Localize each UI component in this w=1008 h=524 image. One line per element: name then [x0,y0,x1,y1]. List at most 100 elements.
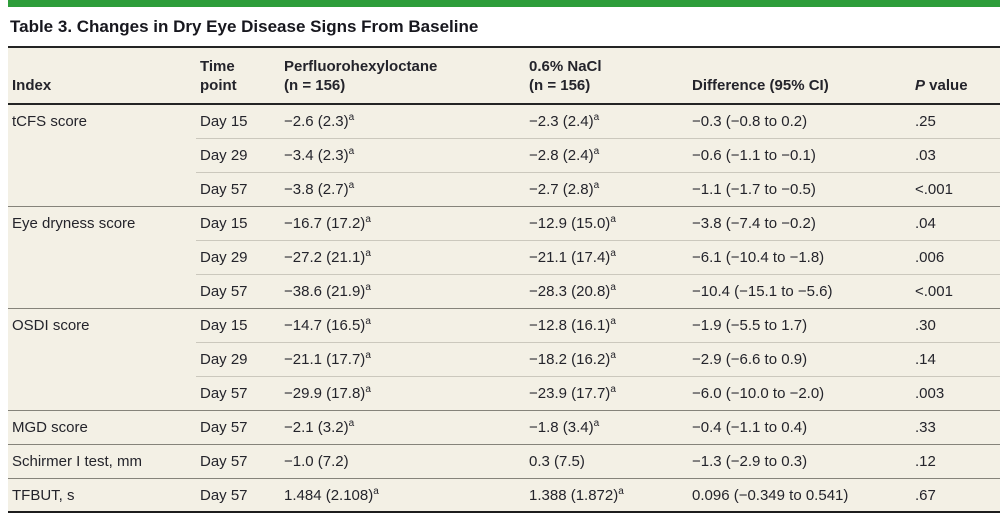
cell-p-value: .30 [911,307,1000,343]
cell-difference: −3.8 (−7.4 to −0.2) [688,205,911,241]
cell-time-point: Day 29 [196,137,280,173]
column-header-label: P value [915,77,968,95]
footnote-marker-a: a [593,417,600,429]
column-header-label: Difference (95% CI) [692,77,829,95]
table-header: Index Time point Perfluorohexyloctane (n… [8,45,1000,106]
table-row: Day 29 −21.1 (17.7)a −18.2 (16.2)a −2.9 (−6… [8,341,1000,377]
footnote-marker-a: a [593,145,600,157]
cell-p-value: .67 [911,477,1000,513]
table-row: Day 29 −27.2 (21.1)a −21.1 (17.4)a −6.1 (−1… [8,239,1000,275]
cell-nacl: −12.8 (16.1)a [525,307,688,343]
cell-difference: 0.096 (−0.349 to 0.541) [688,477,911,513]
table-row: Day 29 −3.4 (2.3)a −2.8 (2.4)a −0.6 (−1.1 t… [8,137,1000,173]
cell-p-value: .03 [911,137,1000,173]
cell-pfho: −3.8 (2.7)a [280,171,525,207]
cell-time-point: Day 57 [196,375,280,411]
cell-p-value: .33 [911,409,1000,445]
cell-nacl: 0.3 (7.5) [525,443,688,479]
cell-p-value: .003 [911,375,1000,411]
cell-pfho: −38.6 (21.9)a [280,273,525,309]
cell-pfho: −1.0 (7.2) [280,443,525,479]
footnote-marker-a: a [365,247,371,259]
footnote-marker-a: a [610,247,616,259]
table-row: Eye dryness score Day 15 −16.7 (17.2)a −12.… [8,205,1000,241]
cell-difference: −6.0 (−10.0 to −2.0) [688,375,911,411]
table-row: Day 57 −38.6 (21.9)a −28.3 (20.8)a −10.4 (−… [8,273,1000,309]
column-header-label: Time point [200,58,237,95]
footnote-marker-a: a [365,213,371,225]
footnote-marker-a: a [593,179,600,191]
cell-index [8,172,196,206]
cell-time-point: Day 57 [196,409,280,445]
footnote-marker-a: a [348,112,355,124]
cell-p-value: .006 [911,239,1000,275]
cell-difference: −1.9 (−5.5 to 1.7) [688,307,911,343]
footnote-marker-a: a [610,315,616,327]
cell-index [8,274,196,308]
cell-index: TFBUT, s [8,477,196,513]
footnote-marker-a: a [610,281,616,293]
cell-time-point: Day 15 [196,205,280,241]
cell-time-point: Day 29 [196,341,280,377]
footnote-marker-a: a [365,281,371,293]
cell-time-point: Day 29 [196,239,280,275]
cell-time-point: Day 57 [196,171,280,207]
footnote-marker-a: a [365,315,371,327]
column-header-pfho: Perfluorohexyloctane (n = 156) [280,45,525,106]
cell-pfho: −21.1 (17.7)a [280,341,525,377]
column-header-nacl: 0.6% NaCl (n = 156) [525,45,688,106]
footnote-marker-a: a [373,485,379,497]
cell-nacl: −18.2 (16.2)a [525,341,688,377]
table-row: OSDI score Day 15 −14.7 (16.5)a −12.8 (16.1… [8,307,1000,343]
cell-index [8,138,196,172]
cell-time-point: Day 57 [196,273,280,309]
footnote-marker-a: a [610,213,616,225]
footnote-marker-a: a [610,349,616,361]
column-header-difference: Difference (95% CI) [688,45,911,106]
cell-difference: −0.4 (−1.1 to 0.4) [688,409,911,445]
cell-p-value: .14 [911,341,1000,377]
table-row: Day 57 −3.8 (2.7)a −2.7 (2.8)a −1.1 (−1.7 t… [8,171,1000,207]
cell-index: tCFS score [8,103,196,139]
cell-pfho: 1.484 (2.108)a [280,477,525,513]
cell-nacl: −23.9 (17.7)a [525,375,688,411]
footnote-marker-a: a [348,145,355,157]
cell-time-point: Day 57 [196,477,280,513]
cell-nacl: −12.9 (15.0)a [525,205,688,241]
cell-pfho: −2.1 (3.2)a [280,409,525,445]
column-header-index: Index [8,45,196,106]
cell-nacl: −2.7 (2.8)a [525,171,688,207]
cell-difference: −1.1 (−1.7 to −0.5) [688,171,911,207]
cell-index: Eye dryness score [8,205,196,241]
cell-nacl: 1.388 (1.872)a [525,477,688,513]
cell-index [8,342,196,376]
column-header-label: Index [12,77,52,95]
footnote-marker-a: a [365,349,371,361]
footnote-marker-a: a [593,112,600,124]
cell-index: OSDI score [8,307,196,343]
cell-difference: −2.9 (−6.6 to 0.9) [688,341,911,377]
table-row: Day 57 −29.9 (17.8)a −23.9 (17.7)a −6.0 (−1… [8,375,1000,411]
table-row: Schirmer I test, mm Day 57 −1.0 (7.2) 0.3 (… [8,443,1000,479]
cell-pfho: −14.7 (16.5)a [280,307,525,343]
footnote-marker-a: a [348,417,355,429]
cell-p-value: <.001 [911,171,1000,207]
column-header-label: 0.6% NaCl (n = 156) [529,58,602,95]
cell-p-value: .04 [911,205,1000,241]
cell-p-value: <.001 [911,273,1000,309]
cell-difference: −10.4 (−15.1 to −5.6) [688,273,911,309]
table-body: tCFS score Day 15 −2.6 (2.3)a −2.3 (2.4)a −0… [8,103,1000,513]
cell-pfho: −29.9 (17.8)a [280,375,525,411]
data-table: Index Time point Perfluorohexyloctane (n… [8,45,1000,514]
table-row: tCFS score Day 15 −2.6 (2.3)a −2.3 (2.4)a −0… [8,103,1000,139]
cell-pfho: −27.2 (21.1)a [280,239,525,275]
cell-nacl: −28.3 (20.8)a [525,273,688,309]
cell-difference: −0.6 (−1.1 to −0.1) [688,137,911,173]
cell-time-point: Day 57 [196,443,280,479]
cell-difference: −0.3 (−0.8 to 0.2) [688,103,911,139]
cell-nacl: −21.1 (17.4)a [525,239,688,275]
cell-time-point: Day 15 [196,307,280,343]
table-row: MGD score Day 57 −2.1 (3.2)a −1.8 (3.4)a −0.… [8,409,1000,445]
table-title: Table 3. Changes in Dry Eye Disease Sign… [8,7,1000,46]
table-row: TFBUT, s Day 57 1.484 (2.108)a 1.388 (1.872… [8,477,1000,513]
